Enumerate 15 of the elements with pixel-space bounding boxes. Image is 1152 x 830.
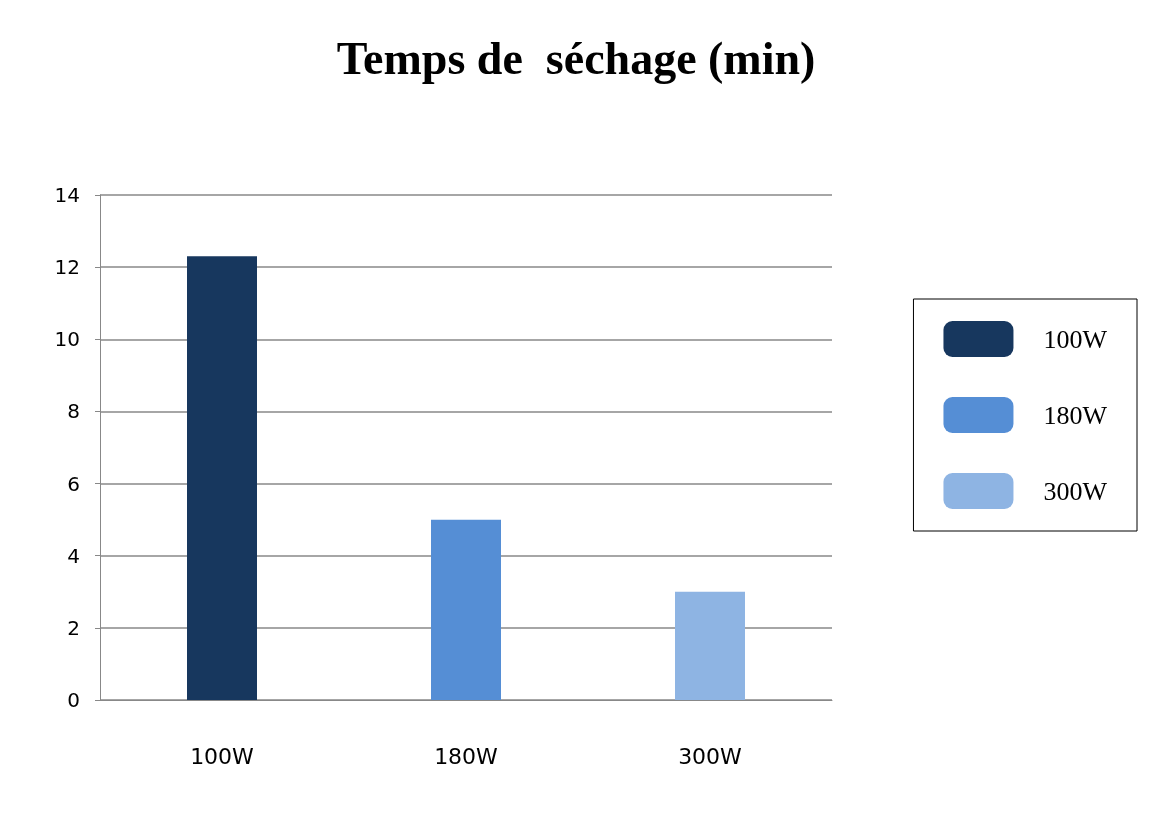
legend-label: 180W bbox=[1043, 400, 1108, 430]
legend-label: 100W bbox=[1043, 324, 1108, 354]
y-tick-label: 0 bbox=[67, 688, 80, 712]
y-tick-label: 4 bbox=[67, 543, 80, 568]
legend-label: 300W bbox=[1043, 476, 1108, 506]
y-tick-label: 10 bbox=[54, 327, 80, 352]
y-tick-label: 12 bbox=[54, 255, 80, 280]
y-tick-label: 6 bbox=[67, 471, 80, 496]
y-tick-label: 2 bbox=[67, 615, 80, 640]
x-tick-label: 300W bbox=[678, 743, 743, 769]
x-tick-label: 180W bbox=[434, 743, 499, 769]
y-tick-label: 8 bbox=[67, 399, 80, 424]
y-tick-label: 14 bbox=[54, 183, 80, 207]
x-tick-label: 100W bbox=[190, 743, 255, 769]
chart-title: Temps de séchage (min) bbox=[336, 32, 816, 84]
